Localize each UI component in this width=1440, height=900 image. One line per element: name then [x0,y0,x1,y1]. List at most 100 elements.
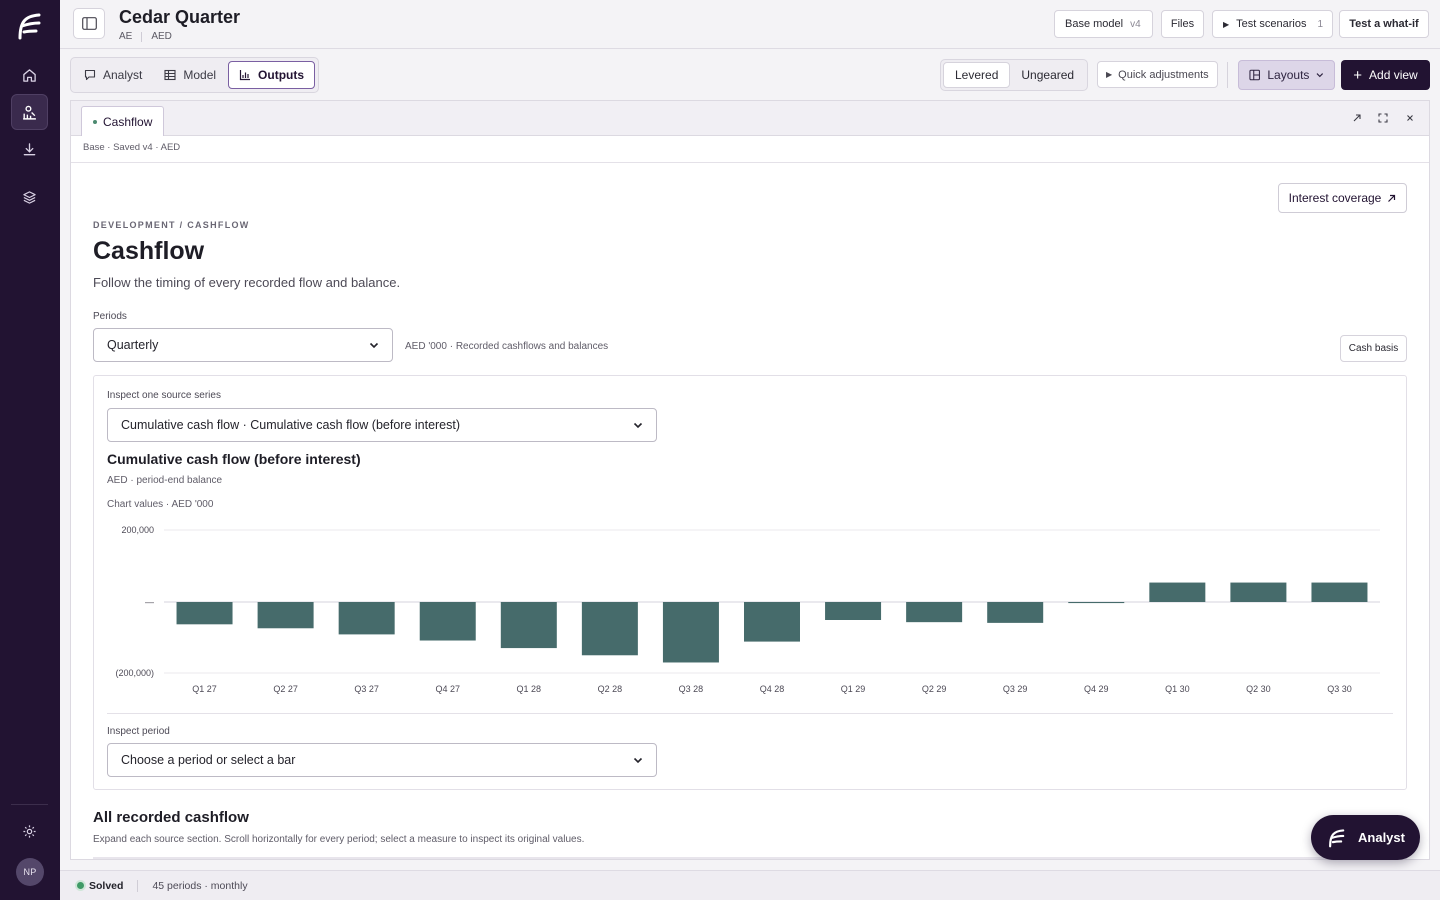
grid-table-icon [164,69,176,81]
chart-bar[interactable] [176,602,233,625]
settings-gear-icon[interactable] [11,813,48,849]
periods-select[interactable]: Quarterly [93,328,393,362]
test-scenarios-count: 1 [1317,18,1324,30]
sidebar-panel-icon [81,17,97,30]
analyst-chat-button[interactable]: Analyst [1311,815,1420,860]
tab-outputs[interactable]: Outputs [228,61,316,89]
x-tick-label: Q1 29 [841,684,866,694]
chart-subtitle: AED · period-end balance [107,475,223,486]
country-code: AE [119,31,133,42]
tab-status-dot [93,119,97,124]
tab-analyst[interactable]: Analyst [74,61,152,89]
chart-bar[interactable] [906,602,963,623]
x-tick-label: Q3 27 [354,684,379,694]
chevron-down-icon [1316,73,1324,78]
files-button[interactable]: Files [1161,10,1204,38]
chart-bar[interactable] [1149,582,1206,602]
chevron-down-icon [633,422,643,428]
quick-adjustments-label: Quick adjustments [1118,68,1209,81]
project-meta: AE AED [119,31,172,42]
currency-code: AED [151,31,172,42]
close-icon[interactable] [1403,111,1417,125]
inspect-period-placeholder: Choose a period or select a bar [121,753,296,767]
interest-coverage-button[interactable]: Interest coverage [1278,183,1407,213]
test-scenarios-button[interactable]: ▶ Test scenarios 1 [1212,10,1333,38]
analysis-icon[interactable] [11,94,48,130]
layers-icon[interactable] [11,179,48,215]
quick-adjustments-button[interactable]: ▶ Quick adjustments [1097,61,1218,88]
solve-status: Solved [77,880,123,892]
chart-values-caption: Chart values · AED '000 [107,499,214,510]
panel-breadcrumb: Base · Saved v4 · AED [83,142,181,153]
chart-bar[interactable] [1311,582,1368,602]
panel-tab-cashflow[interactable]: Cashflow [81,106,165,136]
layouts-dropdown[interactable]: Layouts [1238,60,1335,90]
solve-status-label: Solved [89,879,124,892]
chart-divider [107,713,1393,714]
chart-bar[interactable] [419,602,476,641]
top-header: Cedar Quarter AE AED Base model v4 Files… [60,0,1440,49]
test-whatif-button[interactable]: Test a what-if [1339,10,1429,38]
app-logo-icon[interactable] [15,10,45,42]
sidebar-toggle-button[interactable] [73,8,105,39]
download-icon[interactable] [11,131,48,167]
page-description: Follow the timing of every recorded flow… [93,275,401,290]
chart-title: Cumulative cash flow (before interest) [107,451,361,467]
chart-bar[interactable] [825,602,882,620]
panel-tabbar: Cashflow [71,101,1429,136]
section-eyebrow: DEVELOPMENT / CASHFLOW [93,220,250,230]
pop-out-icon[interactable] [1350,111,1364,125]
inspect-series-select[interactable]: Cumulative cash flow · Cumulative cash f… [107,408,657,442]
chart-bar[interactable] [1230,582,1287,602]
home-icon[interactable] [11,57,48,93]
cashflow-panel: Cashflow Base · Saved v4 · AED Interest … [70,100,1430,860]
chart-bar[interactable] [987,602,1044,623]
chart-bar[interactable] [338,602,395,635]
chat-icon [84,69,96,81]
cash-basis-button[interactable]: Cash basis [1340,335,1407,362]
chart-bar[interactable] [662,602,719,663]
app-logo-icon [1329,828,1345,847]
units-caption: AED '000 · Recorded cashflows and balanc… [405,341,609,352]
leverage-toggle: Levered Ungeared [940,59,1089,91]
x-tick-label: Q4 29 [1084,684,1109,694]
base-model-version: v4 [1130,18,1141,30]
base-model-button[interactable]: Base model v4 [1054,10,1153,38]
ungeared-option[interactable]: Ungeared [1021,68,1075,82]
x-tick-label: Q3 29 [1003,684,1028,694]
expand-icon[interactable] [1376,111,1390,125]
inspect-series-label: Inspect one source series [107,390,221,401]
series-inspector-card: Inspect one source series Cumulative cas… [93,375,1407,790]
x-tick-label: Q1 28 [517,684,542,694]
x-tick-label: Q3 28 [679,684,704,694]
plus-icon: + [1353,66,1363,84]
chevron-down-icon [633,757,643,763]
chart-bar[interactable] [581,602,638,656]
x-tick-label: Q2 27 [273,684,298,694]
x-tick-label: Q4 28 [760,684,785,694]
breadcrumb-divider [71,162,1429,163]
y-tick-label: — [145,597,154,607]
analyst-chat-label: Analyst [1358,830,1405,845]
interest-coverage-label: Interest coverage [1288,191,1382,205]
meta-divider [141,31,143,42]
all-recorded-heading: All recorded cashflow [93,809,249,826]
chart-bar[interactable] [500,602,557,649]
add-view-button[interactable]: + Add view [1341,60,1430,90]
play-icon: ▶ [1106,70,1113,79]
x-tick-label: Q2 28 [598,684,623,694]
chart-bar[interactable] [744,602,800,642]
user-avatar[interactable]: NP [16,858,44,886]
base-model-label: Base model [1065,18,1124,30]
levered-option[interactable]: Levered [943,62,1011,88]
periods-value: Quarterly [107,338,159,352]
chart-bar[interactable] [1068,602,1125,604]
tab-outputs-label: Outputs [258,68,305,82]
chart-bar[interactable] [257,602,314,629]
cashflow-bar-chart: 200,000 — (200,000) Q1 27 Q2 27 Q3 27 Q4 27 Q1 … [115,525,1380,694]
bar-chart-icon [239,70,251,81]
left-rail: NP [0,0,60,900]
inspect-period-select[interactable]: Choose a period or select a bar [107,743,657,777]
y-tick-label: (200,000) [115,668,154,678]
tab-model[interactable]: Model [154,61,226,89]
